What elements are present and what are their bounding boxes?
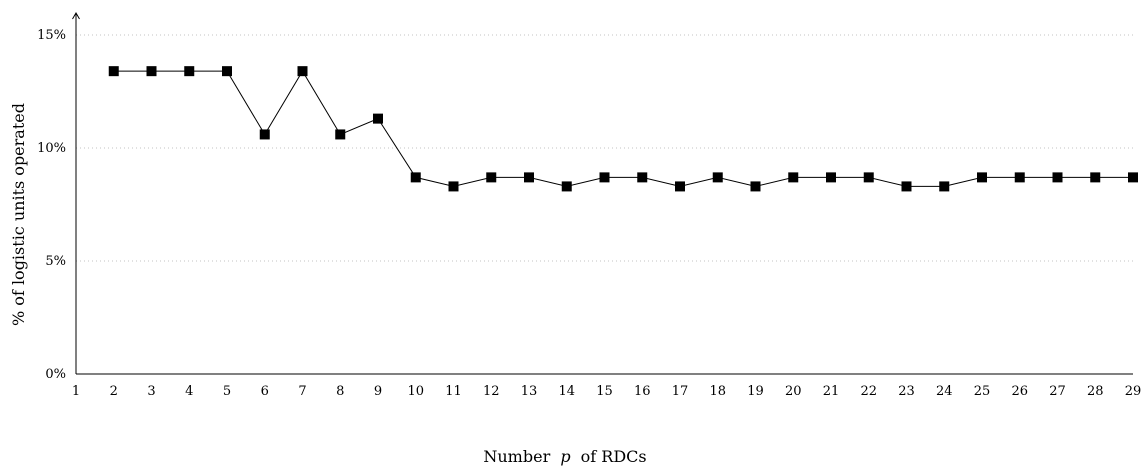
x-axis-title-end: of RDCs xyxy=(581,447,647,466)
data-point-marker xyxy=(486,172,497,183)
x-tick-label: 29 xyxy=(1125,384,1142,399)
x-tick-label: 10 xyxy=(407,384,424,399)
data-point-marker xyxy=(788,172,799,183)
x-tick-label: 26 xyxy=(1011,384,1028,399)
data-point-marker xyxy=(259,129,270,140)
x-tick-label: 2 xyxy=(110,384,118,399)
y-tick-labels: 0% 5% 10% 15% xyxy=(37,28,66,382)
data-point-marker xyxy=(977,172,987,183)
data-point-marker xyxy=(561,181,572,192)
data-point-marker xyxy=(297,66,308,77)
x-tick-label: 9 xyxy=(374,384,382,399)
x-tick-label: 11 xyxy=(445,384,462,399)
data-point-marker xyxy=(750,181,761,192)
y-tick-label: 5% xyxy=(45,254,66,269)
data-point-marker xyxy=(184,66,195,77)
data-point-marker xyxy=(1052,172,1063,183)
data-point-marker xyxy=(712,172,723,183)
data-point-marker xyxy=(410,172,421,183)
x-tick-label: 17 xyxy=(672,384,689,399)
data-point-marker xyxy=(599,172,610,183)
data-point-marker xyxy=(373,113,383,124)
data-point-marker xyxy=(637,172,648,183)
x-axis-title-variable: p xyxy=(560,447,570,466)
x-tick-label: 7 xyxy=(298,384,306,399)
x-tick-label: 12 xyxy=(483,384,500,399)
x-tick-label: 19 xyxy=(747,384,764,399)
x-tick-label: 18 xyxy=(709,384,726,399)
x-tick-label: 15 xyxy=(596,384,613,399)
x-tick-label: 24 xyxy=(936,384,953,399)
x-axis-title-start: Number xyxy=(483,447,550,466)
data-point-marker xyxy=(108,66,119,77)
data-point-marker xyxy=(1090,172,1101,183)
data-point-marker xyxy=(675,181,685,192)
data-point-marker xyxy=(901,181,912,192)
y-tick-label: 15% xyxy=(37,28,66,43)
axes xyxy=(72,12,1133,375)
x-tick-label: 22 xyxy=(860,384,877,399)
y-axis-title: % of logistic units operated xyxy=(9,103,28,326)
data-point-marker xyxy=(524,172,534,183)
x-tick-label: 16 xyxy=(634,384,651,399)
data-point-marker xyxy=(146,66,157,77)
x-tick-label: 8 xyxy=(336,384,344,399)
y-tick-label: 0% xyxy=(45,367,66,382)
y-tick-label: 10% xyxy=(37,141,66,156)
data-point-marker xyxy=(826,172,836,183)
data-point-marker xyxy=(939,181,950,192)
y-axis-arrow xyxy=(72,12,80,20)
x-tick-label: 1 xyxy=(72,384,80,399)
data-point-marker xyxy=(1014,172,1025,183)
x-tick-label: 4 xyxy=(185,384,193,399)
x-tick-label: 28 xyxy=(1087,384,1104,399)
data-point-marker xyxy=(863,172,874,183)
data-series xyxy=(108,66,1138,192)
x-tick-label: 14 xyxy=(558,384,575,399)
x-tick-label: 13 xyxy=(521,384,538,399)
x-tick-label: 6 xyxy=(261,384,269,399)
data-point-marker xyxy=(335,129,346,140)
series-line xyxy=(113,70,1133,187)
x-axis-title: Number p of RDCs xyxy=(483,447,646,466)
data-point-marker xyxy=(448,181,459,192)
x-tick-label: 25 xyxy=(974,384,991,399)
x-tick-labels: 1 2 3 4 5 6 7 8 9 10 11 12 13 14 15 16 17 18 19 20 21 22 23 24 2… xyxy=(72,384,1141,399)
x-tick-label: 23 xyxy=(898,384,915,399)
x-tick-label: 3 xyxy=(147,384,155,399)
x-tick-label: 20 xyxy=(785,384,802,399)
data-point-marker xyxy=(222,66,232,77)
x-tick-label: 27 xyxy=(1049,384,1066,399)
data-point-marker xyxy=(1128,172,1138,183)
x-tick-label: 5 xyxy=(223,384,231,399)
x-tick-label: 21 xyxy=(823,384,840,399)
grid-lines xyxy=(76,34,1133,262)
